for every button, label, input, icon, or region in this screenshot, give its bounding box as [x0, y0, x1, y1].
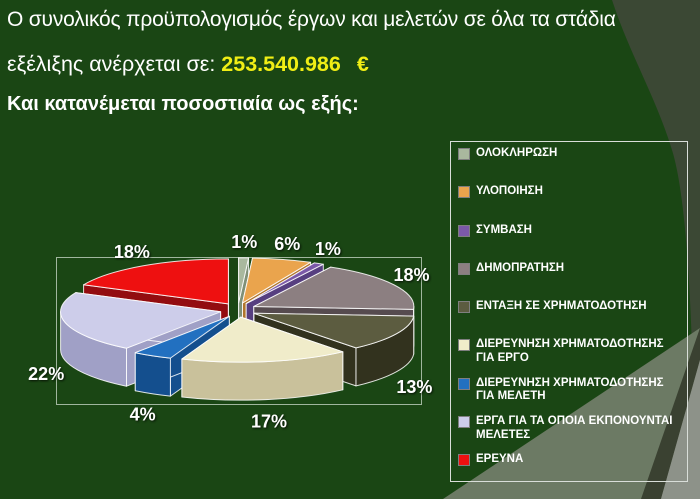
pie-percent-label-5: 17% — [251, 411, 287, 431]
legend-label-7: ΕΡΓΑ ΓΙΑ ΤΑ ΟΠΟΙΑ ΕΚΠΟΝΟΥΝΤΑΙ ΜΕΛΕΤΕΣ — [476, 415, 673, 441]
legend-item-0: ΟΛΟΚΛΗΡΩΣΗ — [456, 147, 687, 185]
legend-label-3: ΔΗΜΟΠΡΑΤΗΣΗ — [476, 261, 565, 274]
legend-label-2: ΣΥΜΒΑΣΗ — [476, 223, 532, 236]
legend-item-7: ΕΡΓΑ ΓΙΑ ΤΑ ΟΠΟΙΑ ΕΚΠΟΝΟΥΝΤΑΙ ΜΕΛΕΤΕΣ — [456, 415, 687, 453]
legend-swatch-3 — [458, 262, 470, 275]
legend-label-5: ΔΙΕΡΕΥΝΗΣΗ ΧΡΗΜΑΤΟΔΟΤΗΣΗΣ ΓΙΑ ΕΡΓΟ — [476, 338, 664, 364]
total-budget-amount: 253.540.986 — [221, 52, 341, 76]
legend-item-5: ΔΙΕΡΕΥΝΗΣΗ ΧΡΗΜΑΤΟΔΟΤΗΣΗΣ ΓΙΑ ΕΡΓΟ — [456, 338, 687, 376]
amount-prefix-text: εξέλιξης ανέρχεται σε: — [7, 52, 222, 76]
legend-swatch-6 — [458, 377, 470, 390]
legend-label-6: ΔΙΕΡΕΥΝΗΣΗ ΧΡΗΜΑΤΟΔΟΤΗΣΗΣ ΓΙΑ ΜΕΛΕΤΗ — [476, 376, 664, 403]
legend-swatch-0 — [458, 148, 470, 160]
euro-currency-symbol: € — [356, 52, 369, 76]
title-line-3: Και κατανέμεται ποσοστιαία ως εξής: — [7, 93, 359, 115]
legend-label-4: ΕΝΤΑΞΗ ΣΕ ΧΡΗΜΑΤΟΔΟΤΗΣΗ — [476, 300, 647, 313]
legend-label-1: ΥΛΟΠΟΙΗΣΗ — [476, 185, 543, 198]
pie-percent-label-0: 1% — [231, 232, 257, 252]
legend-swatch-2 — [458, 224, 470, 237]
title-line-2: εξέλιξης ανέρχεται σε: 253.540.986 € — [7, 52, 369, 77]
legend-item-2: ΣΥΜΒΑΣΗ — [456, 224, 687, 262]
pie-percent-label-2: 1% — [315, 239, 341, 259]
legend-swatch-5 — [458, 339, 470, 352]
legend-swatch-4 — [458, 301, 470, 314]
legend-item-3: ΔΗΜΟΠΡΑΤΗΣΗ — [456, 262, 687, 300]
legend-item-1: ΥΛΟΠΟΙΗΣΗ — [456, 185, 687, 223]
legend-label-8: ΕΡΕΥΝΑ — [476, 453, 524, 466]
chart-legend: ΟΛΟΚΛΗΡΩΣΗ ΥΛΟΠΟΙΗΣΗ ΣΥΜΒΑΣΗ ΔΗΜΟΠΡΑΤΗΣΗ ΕΝΤ… — [450, 141, 688, 482]
title-line-1: Ο συνολικός προϋπολογισμός έργων και μελ… — [7, 8, 616, 31]
legend-swatch-1 — [458, 186, 470, 199]
legend-item-6: ΔΙΕΡΕΥΝΗΣΗ ΧΡΗΜΑΤΟΔΟΤΗΣΗΣ ΓΙΑ ΜΕΛΕΤΗ — [456, 377, 687, 415]
chart-plot-area — [56, 257, 422, 405]
pie-percent-label-6: 4% — [130, 404, 156, 424]
legend-item-8: ΕΡΕΥΝΑ — [456, 453, 687, 491]
legend-swatch-8 — [458, 454, 470, 467]
legend-label-0: ΟΛΟΚΛΗΡΩΣΗ — [476, 147, 558, 159]
legend-swatch-7 — [458, 416, 470, 429]
legend-item-4: ΕΝΤΑΞΗ ΣΕ ΧΡΗΜΑΤΟΔΟΤΗΣΗ — [456, 300, 687, 338]
pie-percent-label-1: 6% — [274, 234, 300, 254]
